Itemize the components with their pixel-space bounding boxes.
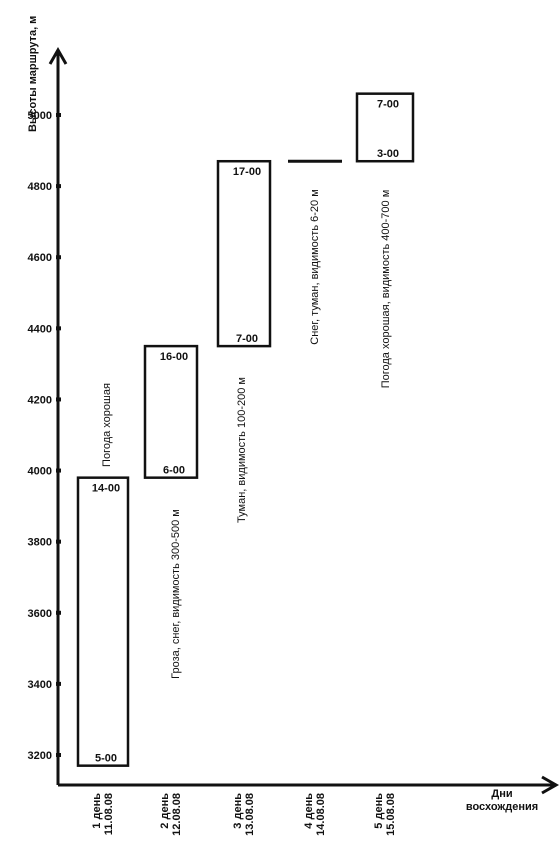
end-time-label: 14-00	[92, 483, 120, 495]
y-tick-label: 4600	[28, 252, 52, 264]
start-time-label: 5-00	[95, 753, 117, 765]
end-time-label: 16-00	[160, 351, 188, 363]
day-range-bar	[216, 159, 272, 348]
weather-note: Снег, туман, видимость 6-20 м	[309, 189, 321, 345]
y-tick-label: 3200	[28, 750, 52, 762]
weather-note: Погода хорошая, видимость 400-700 м	[380, 190, 392, 389]
y-tick-label: 4400	[28, 323, 52, 335]
y-tick-label: 4000	[28, 466, 52, 478]
x-tick-date: 15.08.08	[385, 793, 397, 836]
y-tick-mark	[56, 184, 61, 189]
x-tick-day: 3 день	[232, 793, 244, 829]
y-tick-mark	[56, 255, 61, 260]
x-tick-day: 1 день	[91, 793, 103, 829]
y-tick-mark	[56, 753, 61, 757]
y-tick-label: 3400	[28, 679, 52, 691]
y-axis-arrow	[48, 46, 68, 65]
day-range-bar	[143, 344, 199, 479]
bars: 14-00 5-00 Погода хорошая 16-00 6-00 Гроза, с…	[76, 92, 415, 767]
x-axis-label-line-2: восхождения	[466, 801, 538, 813]
weather-note: Погода хорошая	[101, 383, 113, 467]
weather-note: Туман, видимость 100-200 м	[236, 377, 248, 523]
x-tick-day: 4 день	[303, 793, 315, 829]
y-ticks: 3200 3400 3600 3800 4000 4200 4400 4600 4800 5000	[28, 110, 61, 762]
y-tick-mark	[56, 681, 61, 686]
x-tick-date: 13.08.08	[244, 793, 256, 836]
y-tick-mark	[56, 539, 61, 544]
y-tick-mark	[56, 468, 61, 473]
y-tick-mark	[56, 397, 61, 402]
x-labels: 1 день 11.08.08 2 день 12.08.08 3 день 13.08.…	[91, 793, 397, 836]
y-tick-label: 3800	[28, 537, 52, 549]
y-tick-label: 3600	[28, 608, 52, 620]
y-tick-label: 5000	[28, 110, 52, 122]
x-tick-date: 11.08.08	[103, 793, 115, 835]
end-time-label: 7-00	[377, 99, 399, 111]
weather-note: Гроза, снег, видимость 300-500 м	[170, 509, 182, 679]
x-axis-label-line-1: Дни	[491, 788, 512, 800]
x-tick-date: 12.08.08	[171, 793, 183, 836]
y-axis-label: Высоты маршрута, м	[27, 16, 39, 132]
y-tick-mark	[56, 326, 61, 331]
x-tick-day: 2 день	[159, 793, 171, 829]
y-tick-mark	[56, 113, 61, 117]
x-axis-arrow	[541, 775, 560, 795]
y-tick-label: 4200	[28, 394, 52, 406]
start-time-label: 7-00	[236, 333, 258, 345]
x-tick-date: 14.08.08	[315, 793, 327, 836]
day-range-bar	[355, 92, 415, 163]
x-tick-day: 5 день	[373, 793, 385, 829]
y-tick-mark	[56, 610, 61, 615]
y-tick-label: 4800	[28, 181, 52, 193]
day-range-bar	[76, 476, 130, 767]
start-time-label: 6-00	[163, 465, 185, 477]
start-time-label: 3-00	[377, 148, 399, 160]
end-time-label: 17-00	[233, 166, 261, 178]
